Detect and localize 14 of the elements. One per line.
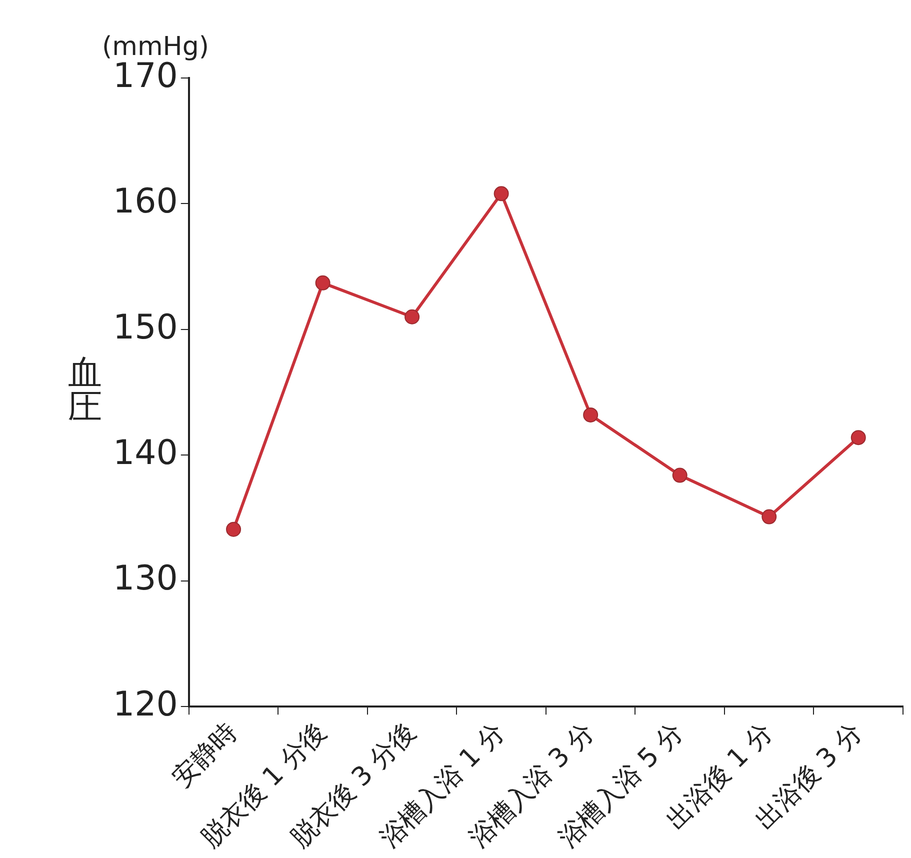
y-tick-label: 150 (112, 307, 178, 348)
y-axis-title: 血圧 (68, 353, 102, 428)
point (315, 275, 330, 290)
point (404, 309, 420, 324)
point (672, 468, 688, 483)
point (850, 430, 866, 446)
y-tick-label: 120 (112, 684, 178, 724)
point (762, 509, 777, 524)
point (583, 407, 598, 422)
point (226, 522, 242, 537)
point (494, 186, 509, 202)
y-tick-label: 140 (112, 433, 178, 474)
y-tick-label: 130 (112, 558, 178, 599)
y-tick-label: 160 (112, 182, 178, 222)
